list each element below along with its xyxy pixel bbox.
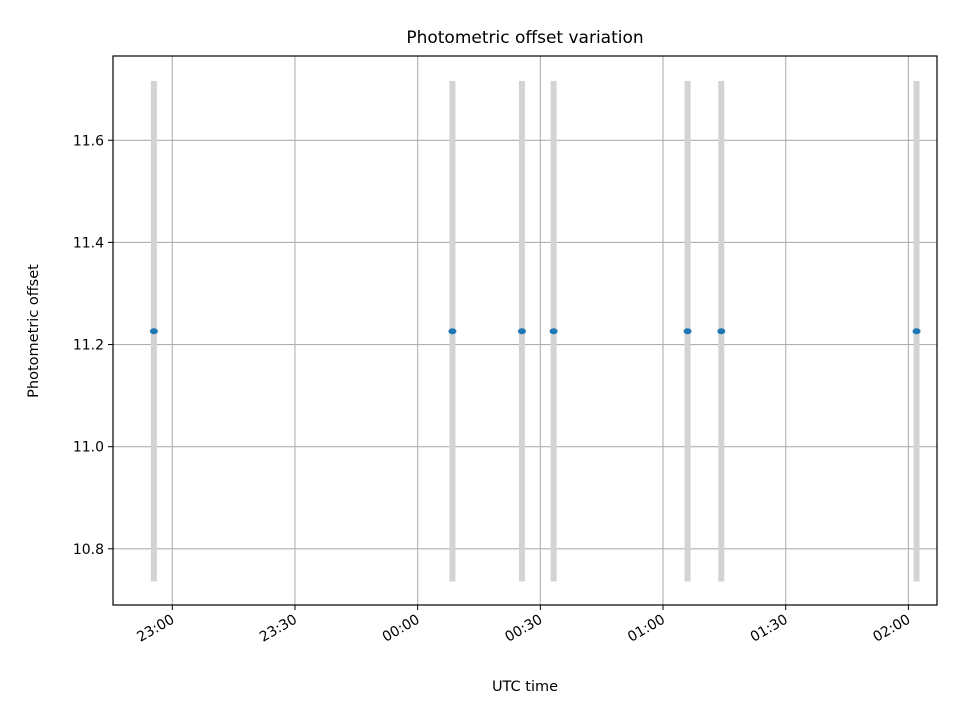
data-point: [912, 328, 921, 335]
plot-frame: [112, 55, 938, 606]
data-point: [717, 328, 726, 335]
data-point: [683, 328, 692, 335]
y-tick-label: 11.0: [73, 440, 104, 456]
grid: [113, 56, 937, 605]
y-tick-label: 10.8: [73, 542, 104, 558]
y-tick-label: 11.6: [73, 133, 104, 149]
data-points: [149, 328, 921, 335]
x-axis-label: UTC time: [492, 679, 558, 695]
data-point: [517, 328, 526, 335]
data-point: [549, 328, 558, 335]
data-point: [448, 328, 457, 335]
chart-title: Photometric offset variation: [406, 28, 643, 48]
y-tick-label: 11.2: [73, 338, 104, 354]
y-axis-ticks: 10.8 11.0 11.2 11.4 11.6: [73, 133, 113, 558]
y-axis-label: Photometric offset: [26, 264, 42, 398]
y-tick-label: 11.4: [73, 235, 104, 251]
data-point: [149, 328, 158, 335]
